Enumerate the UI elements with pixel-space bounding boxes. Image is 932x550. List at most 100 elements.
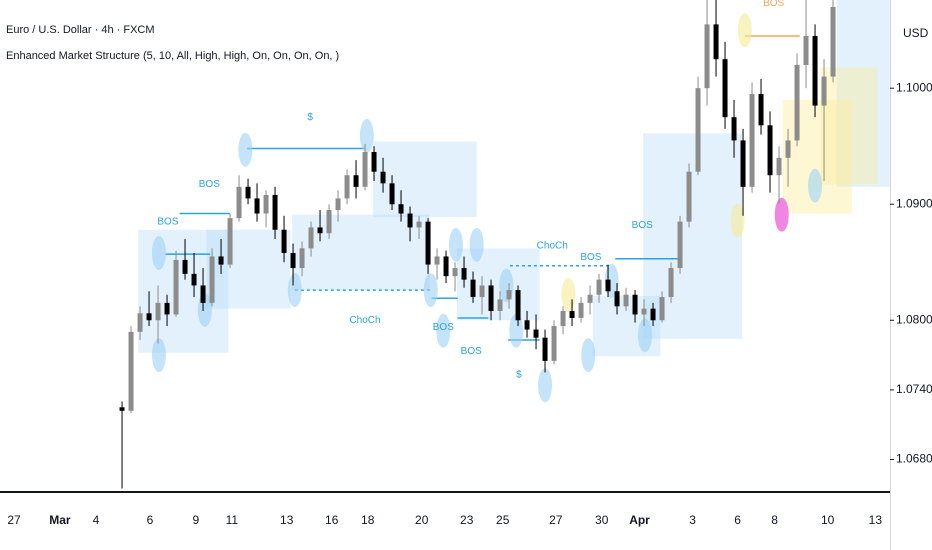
structure-label: ChoCh (349, 315, 380, 326)
x-tick-label: 20 (415, 513, 429, 527)
x-tick-label: 13 (869, 513, 883, 527)
candle-body (614, 291, 620, 307)
candle-body (749, 93, 755, 187)
candle-body (182, 259, 188, 274)
x-tick-label: 6 (147, 513, 154, 527)
swing-marker (808, 168, 823, 203)
swing-marker (287, 273, 302, 308)
candle-body (371, 152, 377, 172)
candle-body (641, 308, 647, 315)
swing-marker (469, 227, 484, 262)
candle-body (245, 186, 251, 199)
candle-body (551, 326, 557, 361)
y-axis-label: USD (903, 26, 929, 40)
candle-body (398, 204, 404, 214)
candle-body (668, 268, 674, 298)
zone (820, 67, 878, 185)
candle-body (425, 221, 431, 265)
candle-body (776, 157, 782, 176)
candle-body (254, 198, 260, 214)
swing-marker (581, 338, 596, 373)
candle-body (209, 256, 215, 303)
x-tick-label: 27 (549, 513, 563, 527)
candle-body (227, 218, 233, 265)
swing-marker (423, 273, 438, 308)
candle-body (470, 279, 476, 298)
swing-marker (151, 338, 166, 373)
candle-body (578, 302, 584, 318)
candle-body (605, 279, 611, 292)
candle-body (119, 407, 125, 411)
candle-body (155, 302, 161, 321)
swing-marker (730, 203, 745, 238)
x-tick-label: 4 (93, 513, 100, 527)
candle-body (758, 93, 764, 126)
indicator-label: Enhanced Market Structure (5, 10, All, H… (6, 50, 339, 62)
structure-label: BOS (157, 216, 178, 227)
candle-body (488, 285, 494, 311)
candle-body (353, 175, 359, 187)
candle-body (569, 310, 575, 318)
swing-marker (238, 132, 253, 167)
candle-body (146, 313, 152, 321)
swing-marker (359, 118, 374, 153)
candle-body (452, 268, 458, 277)
x-tick-label: 16 (325, 513, 339, 527)
y-tick-label: 1.08000 (896, 312, 932, 326)
x-tick-label: 25 (496, 513, 510, 527)
candle-body (128, 331, 134, 411)
swing-marker (774, 197, 789, 232)
candle-body (803, 35, 809, 65)
structure-label: $ (516, 369, 522, 380)
candle-body (317, 227, 323, 234)
candle-body (281, 229, 287, 253)
candle-body (506, 290, 512, 300)
swing-marker (538, 368, 553, 403)
candle-body (344, 175, 350, 199)
candle-body (722, 59, 728, 118)
structure-label: BOS (763, 0, 784, 9)
candle-body (731, 117, 737, 141)
candle-body (272, 194, 278, 230)
candle-body (695, 88, 701, 172)
candle-body (515, 290, 521, 321)
candle-body (596, 279, 602, 295)
candle-body (740, 140, 746, 187)
candle-body (263, 194, 269, 214)
candle-body (632, 294, 638, 315)
structure-label: BOS (433, 322, 454, 333)
candle-body (587, 294, 593, 303)
zone (836, 0, 890, 187)
candle-body (407, 213, 413, 228)
structure-label: BOS (461, 346, 482, 357)
candle-body (812, 35, 818, 106)
x-tick-label: 18 (361, 513, 375, 527)
x-tick-label: 23 (460, 513, 474, 527)
candle-body (686, 171, 692, 222)
swing-marker (436, 313, 451, 348)
candle-body (794, 64, 800, 141)
zone (643, 133, 743, 339)
candle-body (236, 186, 242, 219)
candle-body (542, 337, 548, 361)
candle-body (704, 24, 710, 89)
candle-body (191, 273, 197, 286)
candle-body (650, 308, 656, 321)
structure-label: ChoCh (537, 241, 568, 252)
candle-body (659, 297, 665, 321)
x-tick-label: Apr (629, 513, 650, 527)
candle-body (497, 299, 503, 311)
candle-body (389, 183, 395, 205)
candle-body (200, 285, 206, 303)
x-tick-label: 13 (280, 513, 294, 527)
candle-body (443, 256, 449, 277)
candle-body (479, 285, 485, 298)
swing-marker (509, 313, 524, 348)
structure-label: BOS (580, 252, 601, 263)
zone (373, 141, 477, 217)
candle-body (299, 248, 305, 269)
candle-body (137, 313, 143, 332)
x-tick-label: 6 (734, 513, 741, 527)
